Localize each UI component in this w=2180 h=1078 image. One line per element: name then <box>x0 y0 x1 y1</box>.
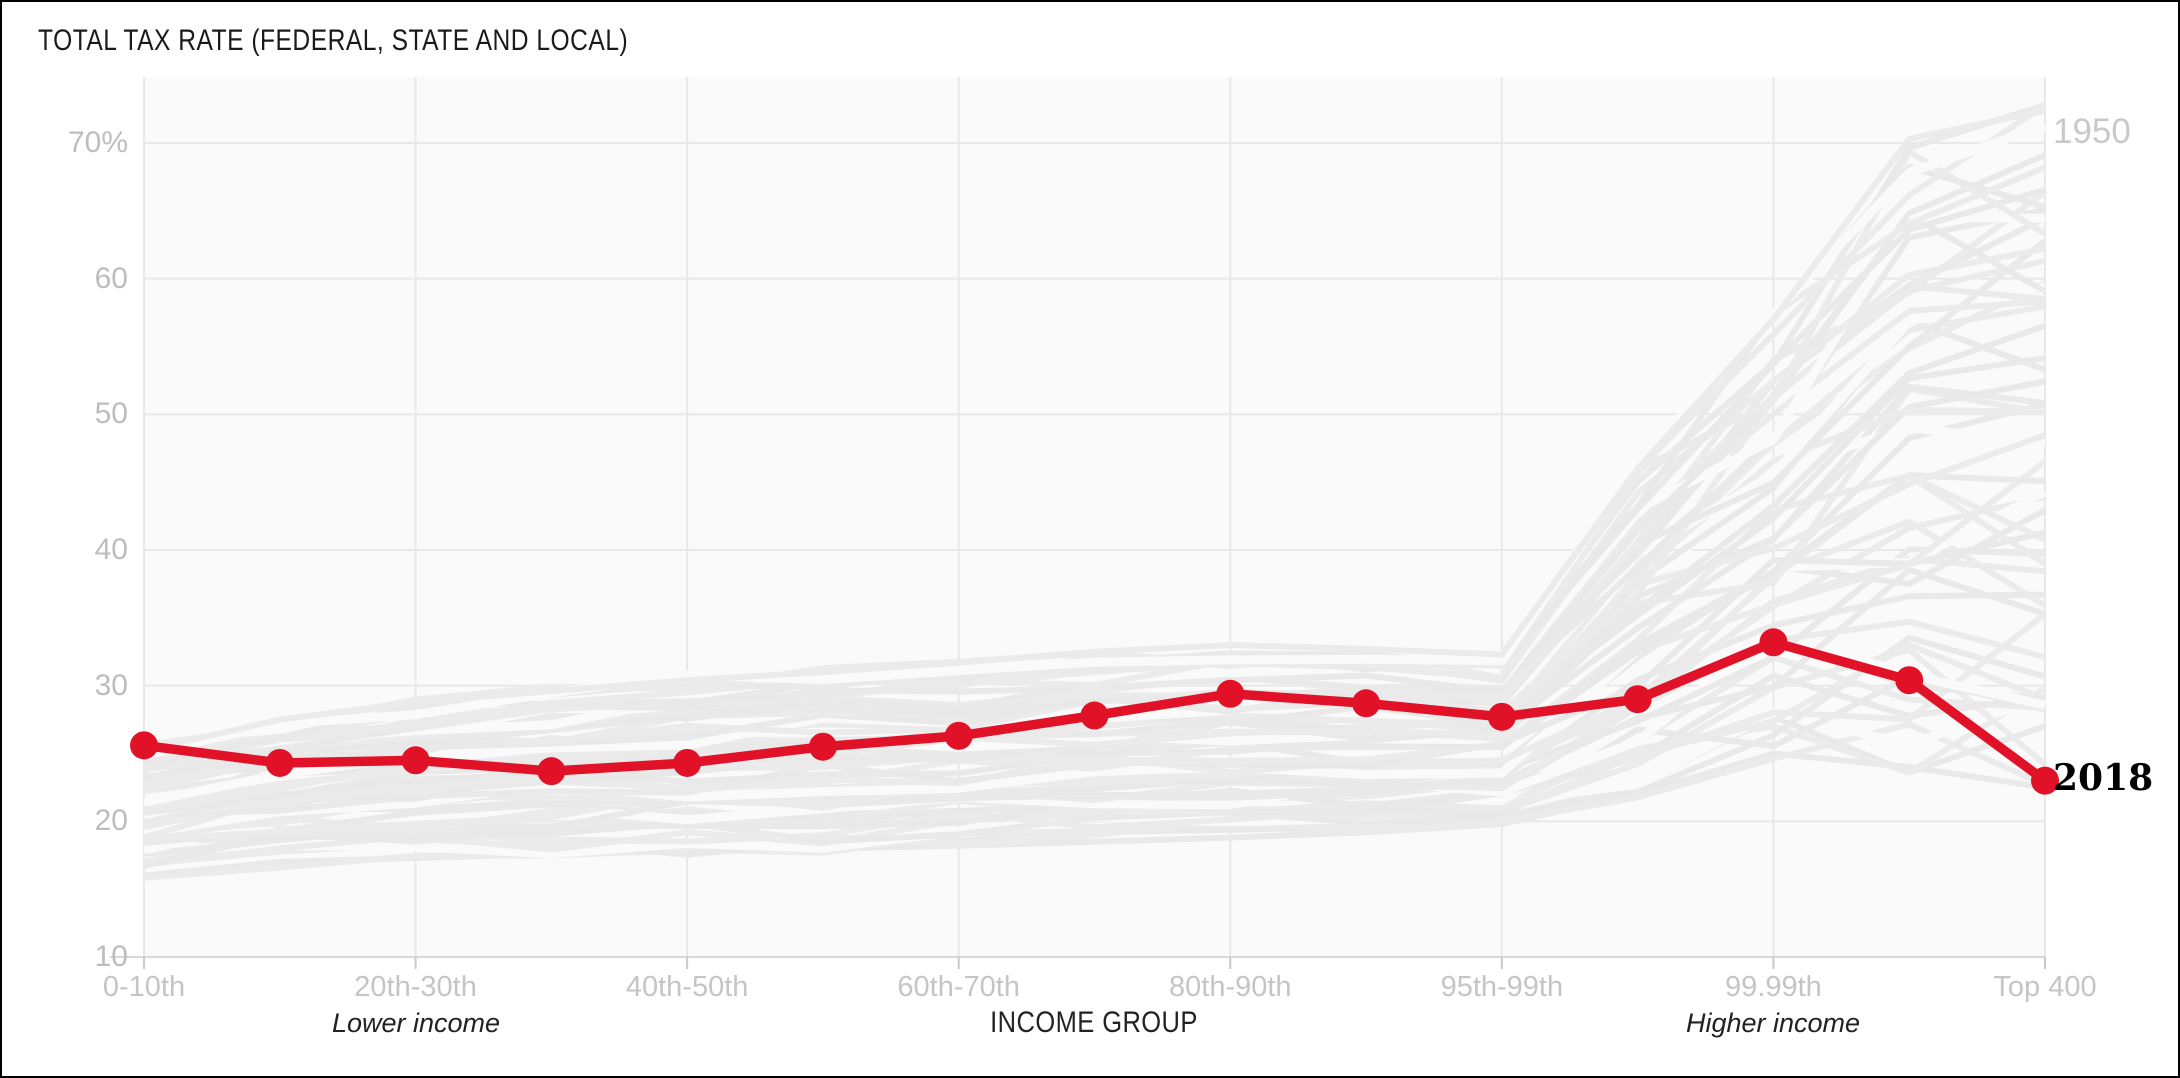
y-tick-label: 50 <box>94 397 128 431</box>
series-2018-point <box>1759 628 1788 657</box>
x-axis-title: INCOME GROUP <box>990 1006 1198 1039</box>
x-tick-label: 0-10th <box>102 971 186 1003</box>
y-tick-label: 70% <box>67 126 128 159</box>
series-2018-point <box>1895 666 1924 695</box>
y-tick-label: 60 <box>94 261 128 295</box>
x-tick-label: 20th-30th <box>354 971 477 1003</box>
historical-year-line <box>143 625 2046 855</box>
historical-year-line <box>143 212 2046 769</box>
historical-year-line <box>143 383 2046 809</box>
x-tick-label: 40th-50th <box>625 971 749 1003</box>
series-2018-point <box>2031 766 2059 795</box>
y-tick-label: 30 <box>94 668 128 702</box>
series-2018-point <box>944 721 973 750</box>
annotation-lower-income: Lower income <box>331 1008 501 1038</box>
series-2018-point <box>808 732 837 761</box>
series-2018-point <box>265 748 294 777</box>
y-tick-label: 20 <box>94 804 128 838</box>
historical-year-line <box>143 102 2046 766</box>
series-2018-point <box>1080 701 1109 730</box>
x-tick-label: 99.99th <box>1725 971 1822 1003</box>
y-tick-label: 40 <box>94 533 128 566</box>
series-2018-point <box>130 731 158 760</box>
historical-year-line <box>143 591 2046 846</box>
series-label-2018: 2018 <box>2053 756 2154 799</box>
historical-year-line <box>143 546 2046 835</box>
historical-year-line <box>143 385 2046 818</box>
annotation-higher-income: Higher income <box>1685 1008 1861 1038</box>
series-2018-point <box>1352 689 1381 718</box>
y-tick-label: 10 <box>94 940 128 973</box>
historical-year-line <box>143 107 2046 754</box>
series-2018-point <box>401 746 430 775</box>
series-2018-point <box>1216 679 1245 708</box>
series-2018-point <box>673 748 702 777</box>
series-label-1950: 1950 <box>2053 112 2131 152</box>
series-2018-point <box>1623 685 1652 714</box>
series-2018-point <box>537 757 566 786</box>
series-2018-point <box>1487 702 1516 731</box>
x-tick-label: Top 400 <box>1993 971 2097 1003</box>
x-tick-label: 80th-90th <box>1169 971 1292 1003</box>
chart-title: TOTAL TAX RATE (FEDERAL, STATE AND LOCAL… <box>38 24 629 57</box>
historical-year-line <box>143 121 2047 758</box>
x-tick-label: 60th-70th <box>897 971 1020 1003</box>
x-tick-label: 95th-99th <box>1440 971 1564 1003</box>
